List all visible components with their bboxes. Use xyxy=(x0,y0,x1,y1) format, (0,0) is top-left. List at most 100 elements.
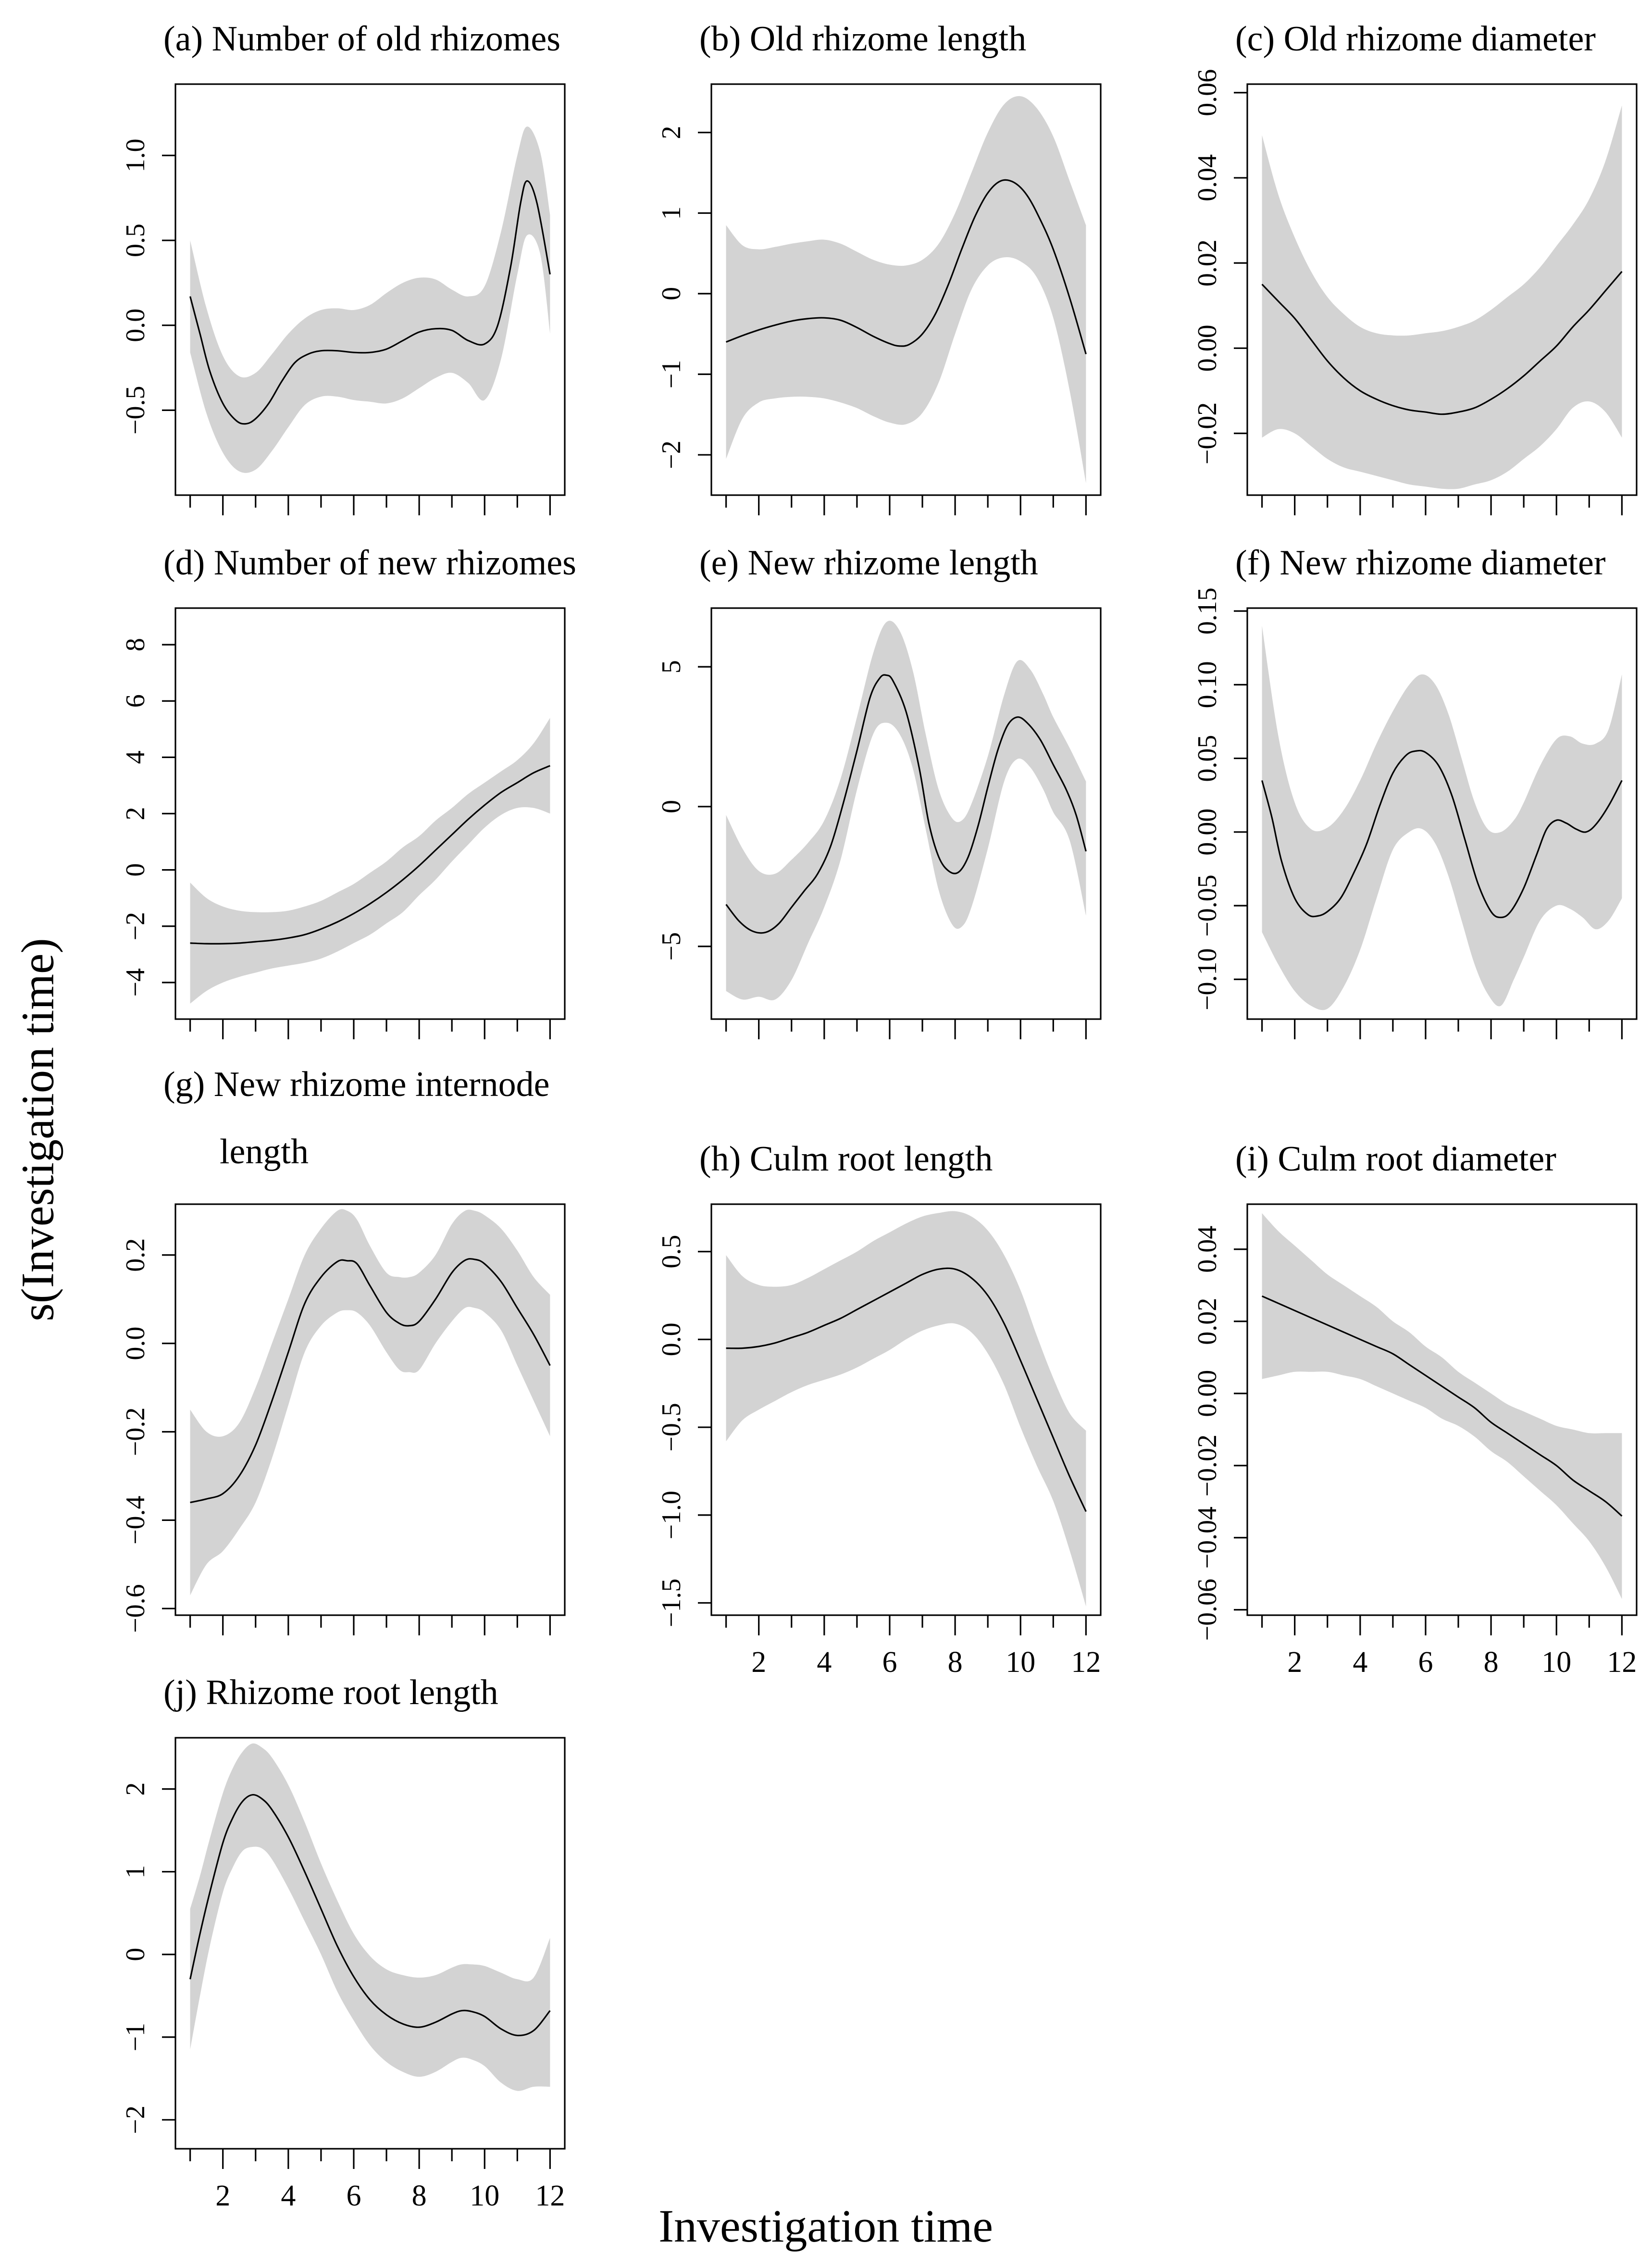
x-tick-label: 6 xyxy=(346,2180,361,2209)
panel-i-plot: 0.04 0.02 0.00 −0.02 −0.04 −0.06 2 4 6 8 10 12 (i) C… xyxy=(1192,1139,1638,1675)
panel-title: (e) New rhizome length xyxy=(699,543,1038,583)
confidence-band xyxy=(726,1211,1086,1607)
panel-f-plot: 0.15 0.10 0.05 0.00 −0.05 −0.10 (f) New rhizom… xyxy=(1192,543,1638,1039)
panel-d: 8 6 4 2 0 −2 −4 (d) Number of new rhizomes xyxy=(62,536,580,1060)
panel-title: (c) Old rhizome diameter xyxy=(1235,19,1596,59)
x-tick-label: 12 xyxy=(1071,1646,1101,1675)
plot-box xyxy=(174,1737,566,2150)
confidence-band xyxy=(1262,625,1622,1010)
x-tick-label: 8 xyxy=(1484,1646,1499,1675)
panel-d-plot: 8 6 4 2 0 −2 −4 (d) Number of new rhizomes xyxy=(121,543,576,1039)
panel-i: 0.04 0.02 0.00 −0.02 −0.04 −0.06 2 4 6 8 10 12 (i) C… xyxy=(1134,1060,1652,1675)
plot-box xyxy=(1246,1203,1638,1616)
y-tick-label: −0.05 xyxy=(1192,874,1222,937)
y-tick-label: 4 xyxy=(121,750,150,764)
y-tick-label: 0 xyxy=(657,800,686,813)
x-tick-label: 12 xyxy=(1607,1646,1637,1675)
y-tick-label: 0.00 xyxy=(1192,809,1222,856)
x-tick-label: 6 xyxy=(1418,1646,1433,1675)
panel-e-plot: 5 0 −5 (e) New rhizome length xyxy=(657,543,1102,1039)
plot-box xyxy=(1246,83,1638,496)
smooth-curve xyxy=(726,1267,1087,1512)
x-tick-label: 10 xyxy=(470,2180,499,2209)
panel-g: 0.2 0.0 −0.2 −0.4 −0.6 (g) New rhizome intern… xyxy=(62,1060,580,1675)
x-tick-label: 4 xyxy=(1353,1646,1367,1675)
plot-box xyxy=(710,83,1102,496)
y-tick-label: 0.15 xyxy=(1192,587,1222,635)
y-tick-label: 0.5 xyxy=(121,224,150,257)
smooth-curve xyxy=(726,179,1087,355)
confidence-band xyxy=(190,718,550,1004)
panel-title: (h) Culm root length xyxy=(699,1139,993,1179)
y-tick-label: 0.5 xyxy=(657,1235,686,1269)
smooth-curve xyxy=(725,674,1087,934)
y-tick-label: −1 xyxy=(657,360,686,389)
y-tick-label: 0.00 xyxy=(1192,324,1222,372)
y-tick-label: −0.4 xyxy=(121,1496,150,1545)
x-tick-label: 4 xyxy=(281,2180,296,2209)
x-tick-label: 2 xyxy=(1287,1646,1302,1675)
confidence-band xyxy=(1262,1213,1622,1599)
y-tick-label: 0.0 xyxy=(657,1322,686,1356)
smooth-curve xyxy=(189,1794,551,2036)
panel-title: length xyxy=(220,1132,309,1171)
y-tick-label: −1.0 xyxy=(657,1491,686,1540)
smooth-curve xyxy=(1261,1295,1623,1517)
y-tick-label: 0.00 xyxy=(1192,1370,1222,1417)
y-tick-label: 0.06 xyxy=(1192,69,1222,116)
y-tick-label: 2 xyxy=(121,807,150,821)
panel-c: 0.06 0.04 0.02 0.00 −0.02 (c) Old rhizome dia… xyxy=(1134,12,1652,536)
y-tick-label: 0.10 xyxy=(1192,661,1222,708)
y-tick-label: 0.02 xyxy=(1192,239,1222,287)
y-tick-label: −5 xyxy=(657,932,686,961)
panel-b-plot: 2 1 0 −1 −2 (b) Old rhizome length xyxy=(657,19,1102,515)
smooth-curve xyxy=(190,1258,551,1504)
y-tick-label: −2 xyxy=(121,912,150,941)
y-tick-label: 0.05 xyxy=(1192,735,1222,782)
plot-box xyxy=(1246,607,1638,1020)
x-axis-label: Investigation time xyxy=(658,2200,993,2252)
y-tick-label: 0 xyxy=(121,863,150,877)
panel-title: (j) Rhizome root length xyxy=(163,1673,498,1712)
y-tick-label: −0.06 xyxy=(1192,1579,1222,1641)
plot-box xyxy=(174,83,566,496)
panel-title: (d) Number of new rhizomes xyxy=(163,543,576,583)
confidence-band xyxy=(190,1743,550,2091)
plot-box xyxy=(710,607,1102,1020)
y-tick-label: 2 xyxy=(121,1782,150,1796)
x-tick-label: 6 xyxy=(882,1646,897,1675)
y-tick-label: 0.04 xyxy=(1192,1226,1222,1273)
y-tick-label: −0.2 xyxy=(121,1408,150,1457)
confidence-band xyxy=(190,1209,550,1595)
y-tick-label: 1 xyxy=(121,1865,150,1879)
x-tick-label: 8 xyxy=(412,2180,427,2209)
y-tick-label: 0 xyxy=(121,1948,150,1961)
x-tick-label: 2 xyxy=(215,2180,230,2209)
panel-title: (a) Number of old rhizomes xyxy=(163,19,560,59)
panel-j: 2 1 0 −1 −2 2 4 6 8 10 12 (j) Rhizome root length xyxy=(62,1673,580,2209)
y-tick-label: −4 xyxy=(121,968,150,997)
y-tick-label: 0.2 xyxy=(121,1238,150,1272)
confidence-band xyxy=(1262,105,1622,489)
plot-box xyxy=(174,1203,566,1616)
y-tick-label: 2 xyxy=(657,126,686,139)
y-tick-label: 8 xyxy=(121,638,150,651)
y-tick-label: −1 xyxy=(121,2023,150,2052)
y-tick-label: −0.04 xyxy=(1192,1507,1222,1569)
panel-e: 5 0 −5 (e) New rhizome length xyxy=(598,536,1116,1060)
x-tick-label: 4 xyxy=(817,1646,832,1675)
panel-g-plot: 0.2 0.0 −0.2 −0.4 −0.6 (g) New rhizome intern… xyxy=(121,1065,566,1635)
panel-title: (i) Culm root diameter xyxy=(1235,1139,1556,1179)
panel-title: (f) New rhizome diameter xyxy=(1235,543,1605,583)
x-tick-label: 12 xyxy=(535,2180,565,2209)
panel-title: (g) New rhizome internode xyxy=(163,1065,549,1104)
smooth-curve xyxy=(190,765,551,945)
y-tick-label: −0.5 xyxy=(657,1403,686,1452)
y-tick-label: −0.10 xyxy=(1192,948,1222,1010)
y-tick-label: 0.0 xyxy=(121,309,150,342)
y-tick-label: −0.02 xyxy=(1192,1434,1222,1497)
y-tick-label: 1.0 xyxy=(121,138,150,172)
x-tick-label: 8 xyxy=(948,1646,963,1675)
y-tick-label: −0.02 xyxy=(1192,402,1222,465)
